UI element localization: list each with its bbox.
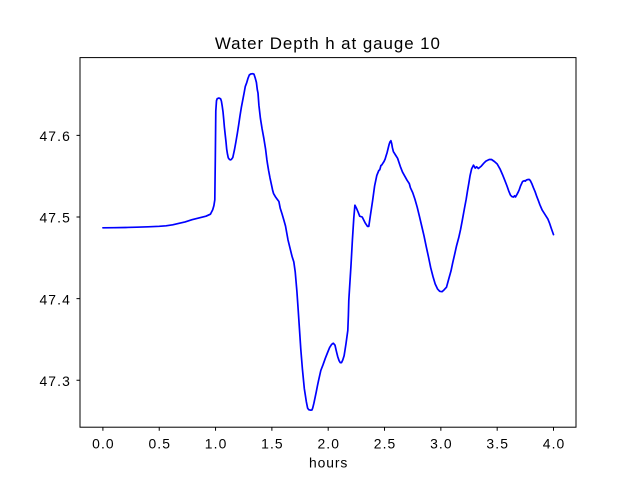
svg-text:47.3: 47.3 — [39, 373, 70, 389]
svg-text:Water Depth h at gauge 10: Water Depth h at gauge 10 — [215, 34, 441, 53]
svg-text:3.5: 3.5 — [486, 435, 509, 451]
svg-text:2.5: 2.5 — [374, 435, 397, 451]
svg-text:2.0: 2.0 — [317, 435, 340, 451]
svg-text:3.0: 3.0 — [430, 435, 453, 451]
svg-text:hours: hours — [309, 455, 348, 471]
svg-text:47.6: 47.6 — [39, 128, 70, 144]
svg-text:1.5: 1.5 — [261, 435, 284, 451]
svg-text:47.5: 47.5 — [39, 210, 70, 226]
svg-text:4.0: 4.0 — [543, 435, 566, 451]
svg-text:47.4: 47.4 — [39, 291, 70, 307]
svg-text:0.0: 0.0 — [92, 435, 115, 451]
svg-text:1.0: 1.0 — [205, 435, 228, 451]
svg-text:0.5: 0.5 — [148, 435, 171, 451]
